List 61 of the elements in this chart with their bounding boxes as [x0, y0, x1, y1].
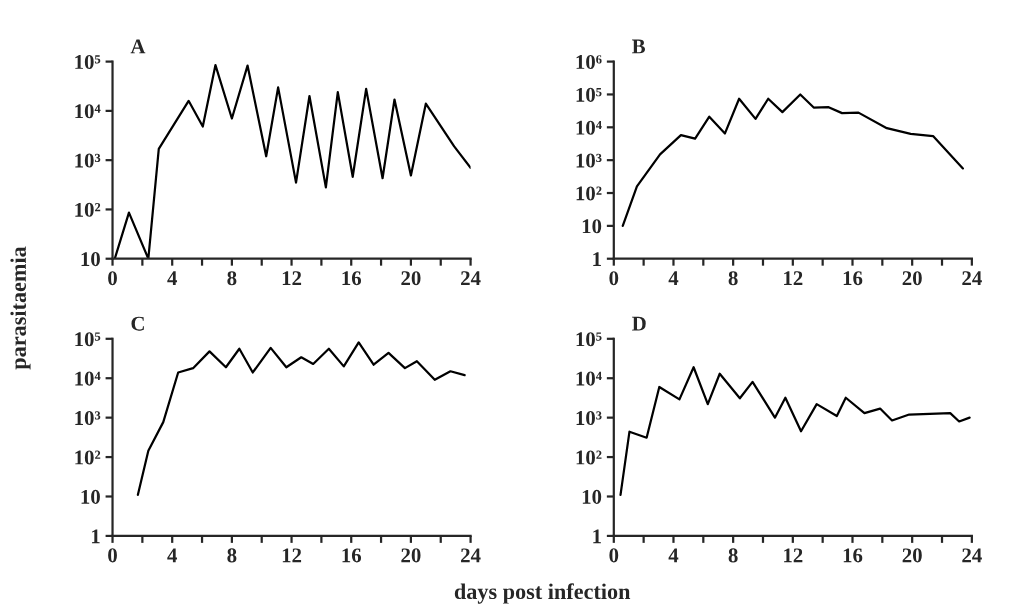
- x-tick-label: 12: [282, 548, 302, 563]
- x-axis-title: days post infection: [454, 583, 631, 604]
- chart-title: A: [130, 39, 146, 54]
- y-tick-label: 10: [582, 219, 602, 234]
- y-tick-label: 1: [593, 252, 601, 266]
- y-tick-label: 10³: [576, 153, 602, 168]
- x-tick-label: 24: [962, 548, 982, 563]
- line-series: [619, 366, 971, 496]
- chart-title: B: [632, 39, 646, 54]
- x-tick-label: 8: [227, 271, 237, 286]
- y-tick-label: 1: [593, 529, 601, 544]
- x-tick-label: 8: [227, 548, 237, 563]
- x-tick-label: 0: [609, 271, 619, 286]
- x-tick-label: 12: [282, 271, 302, 285]
- x-tick-label: 4: [167, 548, 178, 563]
- y-tick-label: 1: [91, 529, 100, 544]
- y-tick-label: 10⁴: [576, 120, 602, 135]
- y-tick-label: 10⁶: [576, 54, 602, 70]
- x-tick-label: 4: [167, 271, 178, 285]
- x-tick-label: 8: [728, 271, 738, 286]
- x-tick-label: 20: [401, 548, 421, 563]
- x-tick-label: 16: [342, 271, 362, 286]
- y-tick-label: 10: [81, 489, 100, 504]
- x-tick-label: 24: [461, 548, 481, 563]
- y-axis-title: parasitaemia: [10, 246, 31, 370]
- x-tick-label: 24: [461, 271, 481, 285]
- x-tick-label: 20: [401, 271, 421, 286]
- y-tick-label: 10⁴: [576, 371, 602, 386]
- chart-title: C: [131, 316, 144, 331]
- x-tick-label: 20: [902, 271, 922, 286]
- y-tick-label: 10²: [576, 186, 602, 201]
- x-tick-label: 16: [342, 548, 362, 563]
- x-tick-label: 4: [668, 271, 679, 285]
- y-tick-label: 10²: [75, 450, 101, 465]
- y-tick-label: 10⁵: [576, 332, 602, 347]
- y-tick-label: 10⁵: [576, 87, 602, 102]
- line-series: [136, 341, 466, 496]
- x-tick-label: 0: [609, 548, 619, 563]
- x-tick-label: 24: [962, 271, 982, 285]
- x-tick-label: 0: [108, 548, 117, 563]
- chart-title: D: [632, 316, 646, 331]
- x-tick-label: 8: [728, 548, 738, 563]
- x-tick-label: 20: [902, 548, 922, 563]
- x-tick-label: 0: [108, 271, 117, 286]
- y-tick-label: 10²: [75, 202, 101, 217]
- y-tick-label: 10⁴: [75, 104, 101, 119]
- x-tick-label: 16: [843, 271, 863, 286]
- y-tick-label: 10³: [75, 153, 101, 168]
- x-tick-label: 12: [784, 271, 803, 285]
- y-tick-label: 10: [582, 489, 602, 504]
- y-tick-label: 10³: [75, 411, 101, 426]
- x-tick-label: 12: [784, 548, 803, 563]
- y-tick-label: 10⁵: [75, 54, 101, 70]
- x-tick-label: 16: [843, 548, 863, 563]
- y-tick-label: 10⁵: [75, 332, 101, 347]
- y-tick-label: 10: [81, 252, 100, 267]
- y-tick-label: 10²: [576, 450, 602, 465]
- line-series: [621, 93, 965, 227]
- x-tick-label: 4: [668, 548, 679, 563]
- y-tick-label: 10⁴: [75, 371, 101, 386]
- y-tick-label: 10³: [576, 411, 602, 426]
